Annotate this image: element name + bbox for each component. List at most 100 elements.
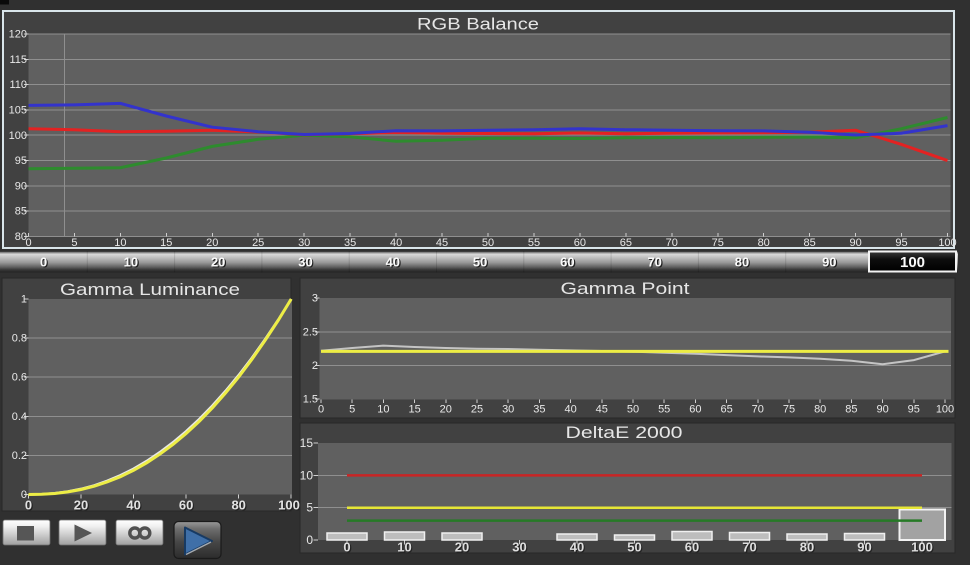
svg-text:70: 70 <box>752 404 764 416</box>
svg-text:80: 80 <box>736 256 750 271</box>
svg-text:25: 25 <box>471 404 483 416</box>
svg-text:0: 0 <box>25 498 32 513</box>
svg-text:35: 35 <box>533 404 545 416</box>
svg-text:20: 20 <box>455 540 469 555</box>
svg-text:75: 75 <box>712 237 724 249</box>
svg-text:10: 10 <box>377 404 389 416</box>
svg-text:Gamma Luminance: Gamma Luminance <box>60 280 240 299</box>
svg-text:80: 80 <box>814 404 826 416</box>
svg-text:80: 80 <box>15 231 27 243</box>
svg-text:30: 30 <box>513 541 527 556</box>
svg-text:50: 50 <box>482 237 494 249</box>
svg-text:20: 20 <box>456 541 470 556</box>
svg-text:10: 10 <box>397 540 411 555</box>
svg-text:60: 60 <box>561 256 575 271</box>
svg-text:0: 0 <box>318 404 324 416</box>
svg-text:10: 10 <box>124 255 138 270</box>
svg-text:30: 30 <box>299 256 313 271</box>
svg-text:60: 60 <box>179 498 193 513</box>
svg-text:90: 90 <box>823 256 837 271</box>
svg-text:50: 50 <box>627 540 641 555</box>
svg-text:100: 100 <box>278 498 300 513</box>
svg-text:10: 10 <box>125 256 139 271</box>
svg-text:DeltaE 2000: DeltaE 2000 <box>566 423 683 442</box>
svg-text:20: 20 <box>440 404 452 416</box>
svg-text:70: 70 <box>649 256 663 271</box>
svg-text:50: 50 <box>628 541 642 556</box>
svg-text:0: 0 <box>21 489 27 501</box>
svg-text:90: 90 <box>876 404 888 416</box>
svg-text:110: 110 <box>9 79 27 91</box>
svg-text:70: 70 <box>647 255 661 270</box>
svg-text:0: 0 <box>25 237 31 249</box>
svg-text:40: 40 <box>571 541 585 556</box>
svg-text:65: 65 <box>720 404 732 416</box>
svg-text:0.6: 0.6 <box>12 372 27 384</box>
svg-text:95: 95 <box>908 404 920 416</box>
svg-text:45: 45 <box>436 237 448 249</box>
svg-text:60: 60 <box>689 404 701 416</box>
svg-text:100: 100 <box>900 254 925 271</box>
svg-text:20: 20 <box>206 237 218 249</box>
svg-text:90: 90 <box>15 180 27 192</box>
svg-text:90: 90 <box>822 255 836 270</box>
svg-text:95: 95 <box>895 237 907 249</box>
svg-text:0: 0 <box>41 256 48 271</box>
svg-text:100: 100 <box>938 237 956 249</box>
svg-text:85: 85 <box>845 404 857 416</box>
svg-text:70: 70 <box>743 541 757 556</box>
svg-text:30: 30 <box>298 237 310 249</box>
svg-text:50: 50 <box>474 256 488 271</box>
svg-text:50: 50 <box>473 255 487 270</box>
svg-text:80: 80 <box>233 499 247 514</box>
svg-text:75: 75 <box>783 404 795 416</box>
svg-text:1: 1 <box>21 294 27 306</box>
svg-text:30: 30 <box>298 255 312 270</box>
svg-text:5: 5 <box>349 404 355 416</box>
svg-text:80: 80 <box>758 237 770 249</box>
svg-text:100: 100 <box>912 541 934 556</box>
svg-text:1.5: 1.5 <box>303 394 318 406</box>
svg-text:15: 15 <box>160 237 172 249</box>
svg-text:0.8: 0.8 <box>12 333 27 345</box>
svg-text:30: 30 <box>512 540 526 555</box>
svg-text:5: 5 <box>71 237 77 249</box>
svg-text:0.4: 0.4 <box>12 411 27 423</box>
svg-text:60: 60 <box>560 255 574 270</box>
svg-text:100: 100 <box>911 540 933 555</box>
svg-text:20: 20 <box>74 498 88 513</box>
svg-text:80: 80 <box>735 255 749 270</box>
svg-text:Gamma Point: Gamma Point <box>561 279 690 298</box>
svg-text:90: 90 <box>858 541 872 556</box>
svg-text:2.5: 2.5 <box>303 326 318 338</box>
svg-text:70: 70 <box>742 540 756 555</box>
svg-text:80: 80 <box>800 540 814 555</box>
svg-text:60: 60 <box>574 237 586 249</box>
svg-text:85: 85 <box>15 206 27 218</box>
svg-text:RGB Balance: RGB Balance <box>417 15 539 34</box>
svg-text:100: 100 <box>901 255 926 272</box>
svg-text:0: 0 <box>306 533 313 547</box>
svg-text:30: 30 <box>502 404 514 416</box>
svg-text:10: 10 <box>300 468 314 482</box>
svg-text:70: 70 <box>666 237 678 249</box>
svg-text:120: 120 <box>9 29 27 41</box>
svg-text:40: 40 <box>390 237 402 249</box>
svg-text:2: 2 <box>312 360 318 372</box>
svg-text:35: 35 <box>344 237 356 249</box>
svg-text:100: 100 <box>279 499 301 514</box>
svg-text:0: 0 <box>26 499 33 514</box>
svg-text:100: 100 <box>936 404 954 416</box>
svg-text:40: 40 <box>570 540 584 555</box>
svg-text:0: 0 <box>343 540 350 555</box>
svg-text:40: 40 <box>386 255 400 270</box>
svg-text:65: 65 <box>620 237 632 249</box>
svg-text:45: 45 <box>596 404 608 416</box>
svg-text:85: 85 <box>803 237 815 249</box>
svg-text:40: 40 <box>387 256 401 271</box>
svg-text:60: 60 <box>180 499 194 514</box>
svg-text:15: 15 <box>408 404 420 416</box>
svg-text:90: 90 <box>849 237 861 249</box>
svg-text:90: 90 <box>857 540 871 555</box>
svg-text:15: 15 <box>300 436 314 450</box>
